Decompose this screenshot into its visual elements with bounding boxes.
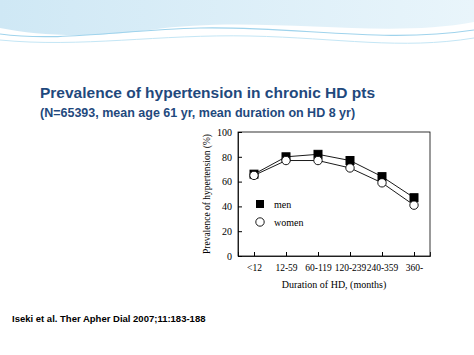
x-tick: 12-59	[275, 252, 297, 273]
y-tick: 20	[222, 226, 242, 237]
legend-label: men	[274, 199, 291, 210]
x-tick-label: 360-	[406, 263, 423, 273]
x-tick-mark	[254, 252, 255, 256]
y-tick-mark	[238, 182, 242, 183]
wave-fill	[0, 0, 474, 35]
chart: 0 20 40 60 80 100 <12 12-59 60-119120-239240-359…	[202, 127, 431, 291]
marker	[250, 171, 258, 179]
marker	[282, 156, 290, 164]
y-axis: 0 20 40 60 80 100	[217, 127, 242, 262]
marker	[378, 179, 386, 187]
y-tick: 60	[222, 176, 242, 187]
y-axis-title: Prevalence of hypertension (%)	[202, 134, 213, 254]
x-tick-mark	[414, 252, 415, 256]
y-axis-line	[239, 133, 243, 257]
marker	[346, 164, 354, 172]
y-tick-label: 100	[217, 127, 232, 138]
legend: men women	[256, 199, 304, 228]
x-tick: 120-239	[335, 252, 367, 273]
y-tick-label: 60	[222, 176, 232, 187]
x-tick: 240-359	[367, 252, 399, 273]
legend-marker	[256, 218, 264, 226]
x-tick-label: 12-59	[275, 263, 297, 273]
series-women	[250, 156, 418, 209]
x-tick-label: <12	[247, 263, 262, 273]
y-tick: 100	[217, 127, 242, 138]
x-tick-label: 60-119	[305, 263, 332, 273]
y-tick: 80	[222, 152, 242, 163]
y-tick-mark	[238, 132, 242, 133]
citation: Iseki et al. Ther Apher Dial 2007;11:183…	[12, 313, 205, 324]
x-tick-label: 240-359	[367, 263, 399, 273]
legend-item: men	[256, 199, 291, 210]
y-tick: 40	[222, 201, 242, 212]
plot-area	[250, 150, 418, 209]
x-axis: <12 12-59 60-119120-239240-359 360-	[239, 252, 431, 273]
x-tick-label: 120-239	[335, 263, 367, 273]
y-tick-label: 20	[222, 226, 232, 237]
x-tick: <12	[247, 252, 262, 273]
y-tick-mark	[238, 206, 242, 207]
marker	[410, 201, 418, 209]
x-tick-mark	[318, 252, 319, 256]
title: Prevalence of hypertension in chronic HD…	[40, 84, 375, 101]
legend-marker	[256, 200, 264, 208]
y-tick-label: 40	[222, 201, 232, 212]
x-axis-title: Duration of HD, (months)	[282, 279, 386, 291]
x-tick-mark	[350, 252, 351, 256]
x-tick: 360-	[406, 252, 423, 273]
header-wave	[0, 0, 474, 43]
y-tick-label: 0	[227, 251, 232, 262]
legend-item: women	[256, 217, 304, 228]
plot-frame	[238, 132, 430, 256]
x-axis-line	[239, 252, 431, 257]
x-tick-mark	[286, 252, 287, 256]
y-tick-mark	[238, 157, 242, 158]
y-tick-label: 80	[222, 152, 232, 163]
x-tick-mark	[382, 252, 383, 256]
marker	[314, 156, 322, 164]
series-men	[250, 150, 418, 201]
y-tick-mark	[238, 231, 242, 232]
x-tick: 60-119	[305, 252, 332, 273]
legend-label: women	[274, 217, 303, 228]
wave-line	[0, 36, 474, 43]
line	[254, 154, 414, 197]
subtitle: (N=65393, mean age 61 yr, mean duration …	[40, 106, 355, 120]
slide: Prevalence of hypertension in chronic HD…	[0, 0, 474, 355]
